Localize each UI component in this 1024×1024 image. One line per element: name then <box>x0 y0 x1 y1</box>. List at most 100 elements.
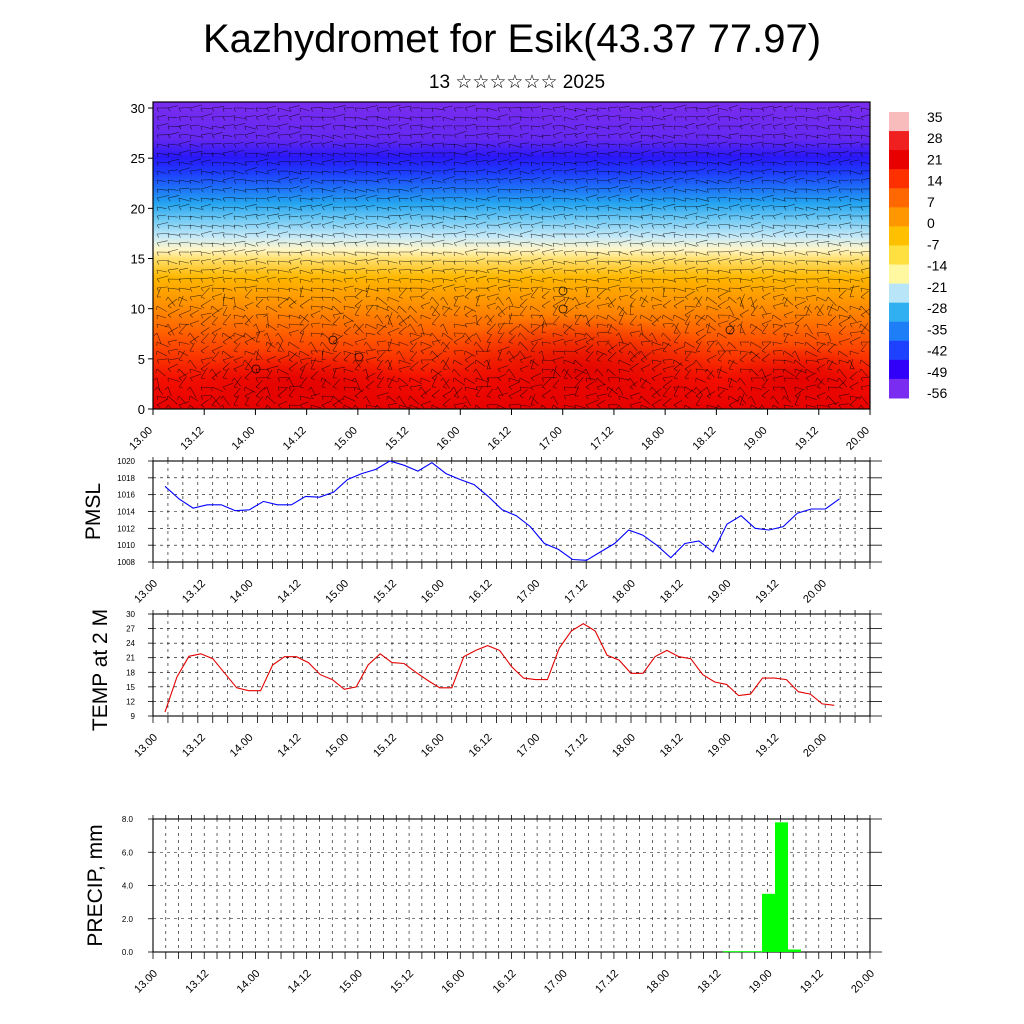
wind-barb-flag <box>805 116 808 121</box>
wind-barb <box>376 206 389 210</box>
wind-barb-flag <box>442 107 446 112</box>
wind-barb-flag <box>827 251 831 256</box>
wind-barb-flag <box>629 188 633 193</box>
wind-barb <box>563 168 577 172</box>
wind-barb <box>596 114 609 118</box>
wind-barb-flag <box>442 197 445 202</box>
wind-barb-flag <box>453 107 456 112</box>
wind-barb <box>266 213 279 217</box>
wind-barb-flag <box>662 206 666 211</box>
wind-barb-flag <box>354 107 357 112</box>
wind-barb-flag <box>750 242 754 247</box>
wind-barb <box>255 170 268 175</box>
wind-barb-flag <box>354 224 358 229</box>
wind-barb <box>651 224 663 226</box>
wind-barb-flag <box>662 188 666 193</box>
pmsl-ytick-label: 1008 <box>117 558 135 567</box>
wind-barb <box>321 188 335 192</box>
wind-barb-flag <box>673 224 675 229</box>
wind-barb <box>508 134 519 138</box>
wind-barb-flag <box>486 197 490 202</box>
wind-barb-flag <box>651 206 653 211</box>
wind-barb-flag <box>200 251 203 256</box>
colorbar-label: -35 <box>927 321 947 337</box>
wind-barb-flag <box>189 215 191 220</box>
wind-barb-flag <box>310 125 313 130</box>
wind-barb <box>497 233 509 238</box>
wind-barb-flag <box>739 125 743 130</box>
wind-barb <box>475 178 488 181</box>
wind-barb-flag <box>365 233 368 238</box>
wind-barb <box>189 124 200 127</box>
wind-barb <box>618 251 629 255</box>
wind-barb-flag <box>508 152 511 157</box>
wind-barb-flag <box>695 152 698 157</box>
wind-barb <box>398 143 411 146</box>
wind-barb-flag <box>387 233 390 238</box>
wind-barb-flag <box>156 134 159 139</box>
wind-barb <box>409 186 419 190</box>
wind-barb-flag <box>530 170 534 175</box>
wind-barb-flag <box>772 125 776 130</box>
wind-barb <box>607 170 621 173</box>
wind-barb <box>354 240 366 244</box>
wind-barb-flag <box>211 233 215 238</box>
wind-barb <box>365 241 377 244</box>
wind-barb-flag <box>585 206 588 211</box>
wind-barb <box>277 114 289 118</box>
wind-barb-flag <box>695 206 699 211</box>
wind-barb-flag <box>860 251 864 256</box>
wind-barb-flag <box>552 107 556 112</box>
wind-barb-flag <box>431 143 435 148</box>
wind-barb <box>596 251 609 256</box>
wind-barb <box>860 134 870 137</box>
wind-barb-flag <box>728 134 732 139</box>
wind-barb-flag <box>629 152 632 157</box>
wind-barb-flag <box>332 116 336 121</box>
colorbar-segment <box>889 340 909 361</box>
wind-barb <box>497 241 511 244</box>
wind-barb-flag <box>409 251 413 256</box>
wind-barb <box>629 249 642 253</box>
wind-barb-flag <box>827 188 831 193</box>
wind-barb <box>288 152 301 155</box>
wind-barb-flag <box>673 215 675 220</box>
wind-barb <box>255 113 269 118</box>
wind-barb <box>651 159 661 163</box>
wind-barb <box>552 169 563 172</box>
wind-barb <box>728 241 740 244</box>
wind-barb-flag <box>651 242 654 247</box>
wind-barb <box>761 195 774 199</box>
wind-barb <box>838 159 851 163</box>
x-tick-label: 19.00 <box>706 732 734 760</box>
wind-barb <box>728 249 740 253</box>
wind-barb-flag <box>629 143 633 148</box>
wind-barb-flag <box>321 233 324 238</box>
wind-barb <box>805 224 818 227</box>
wind-barb <box>222 142 233 145</box>
wind-barb-flag <box>178 152 182 157</box>
wind-barb-flag <box>497 197 500 202</box>
wind-barb <box>475 152 486 156</box>
wind-barb-flag <box>750 188 753 193</box>
wind-barb <box>816 176 827 181</box>
colorbar-segment <box>889 283 909 304</box>
wind-barb-flag <box>772 152 776 157</box>
wind-barb <box>409 240 422 244</box>
wind-barb <box>695 188 708 193</box>
wind-barb-flag <box>827 206 830 211</box>
xsec-ytick-label: 10 <box>131 302 145 317</box>
wind-barb <box>607 151 618 154</box>
wind-barb <box>255 142 267 145</box>
wind-barb-flag <box>178 188 182 193</box>
wind-barb-flag <box>816 107 819 112</box>
wind-barb <box>574 186 588 190</box>
wind-barb <box>640 149 651 154</box>
wind-barb-flag <box>651 179 654 184</box>
wind-barb <box>299 170 310 173</box>
wind-barb-flag <box>530 134 533 139</box>
wind-barb <box>607 241 620 244</box>
wind-barb <box>420 197 433 201</box>
wind-barb-flag <box>827 152 830 157</box>
wind-barb <box>266 168 277 172</box>
